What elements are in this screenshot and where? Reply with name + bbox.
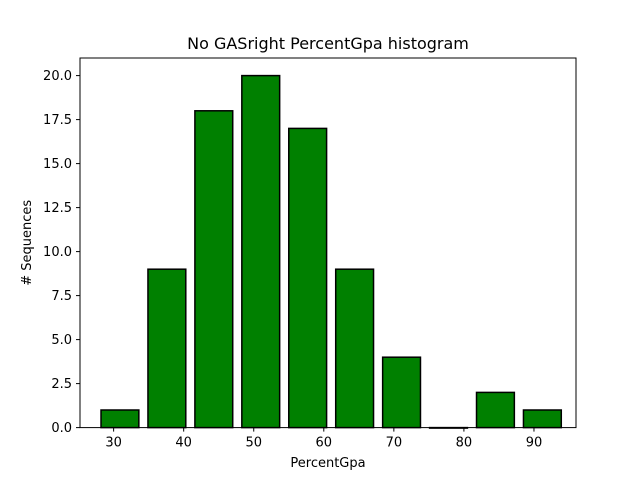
bar: [288, 127, 328, 429]
x-tick-label: 80: [456, 436, 473, 451]
bar: [241, 74, 281, 429]
y-tick-label: 7.5: [51, 289, 72, 304]
x-axis-label: PercentGpa: [290, 456, 365, 471]
bar: [100, 409, 140, 429]
y-tick-label: 10.0: [43, 245, 72, 260]
y-tick-label: 17.5: [43, 113, 72, 128]
y-tick-label: 15.0: [43, 157, 72, 172]
x-tick-label: 70: [386, 436, 403, 451]
bar: [522, 409, 563, 429]
bar: [194, 110, 234, 429]
y-axis-ticks: 0.0 2.5 5.0 7.5 10.0 12.5 15.0 17.5 20.0: [43, 69, 80, 436]
bar: [381, 356, 422, 429]
y-tick-label: 0.0: [51, 421, 72, 436]
x-tick-label: 60: [316, 436, 333, 451]
y-axis-label: # Sequences: [20, 200, 35, 286]
bar: [334, 268, 375, 429]
bars: [100, 74, 563, 429]
plot-frame: [79, 57, 577, 429]
x-tick-label: 40: [175, 436, 192, 451]
x-tick-label: 50: [245, 436, 262, 451]
bar: [475, 391, 516, 429]
x-tick-label: 30: [105, 436, 122, 451]
y-tick-label: 2.5: [51, 377, 72, 392]
y-tick-label: 5.0: [51, 333, 72, 348]
y-tick-label: 12.5: [43, 201, 72, 216]
x-tick-label: 90: [526, 436, 543, 451]
bar: [147, 268, 187, 429]
y-tick-label: 20.0: [43, 69, 72, 84]
x-axis-ticks: 30 40 50 60 70 80 90: [105, 427, 543, 451]
chart-title: No GASright PercentGpa histogram: [187, 34, 469, 53]
